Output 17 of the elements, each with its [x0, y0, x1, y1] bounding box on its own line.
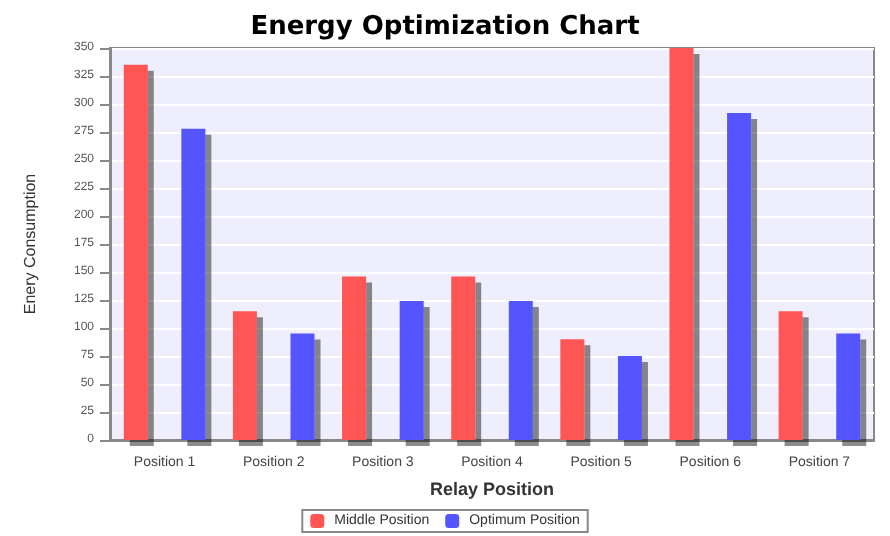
bar	[181, 128, 206, 440]
bar	[669, 48, 694, 440]
bar	[342, 276, 367, 440]
bar	[617, 356, 642, 440]
bar	[290, 333, 315, 440]
bar	[232, 311, 257, 440]
chart-title: Energy Optimization Chart	[250, 12, 640, 42]
bar	[727, 112, 752, 440]
bar	[836, 333, 861, 440]
bar	[560, 339, 585, 440]
bar	[451, 276, 476, 440]
bar	[508, 301, 533, 440]
y-axis-title: Enery Consumption	[21, 173, 39, 315]
bar	[778, 311, 803, 440]
x-axis-title: Relay Position	[429, 478, 555, 499]
bar	[123, 64, 148, 440]
bar	[399, 301, 424, 440]
